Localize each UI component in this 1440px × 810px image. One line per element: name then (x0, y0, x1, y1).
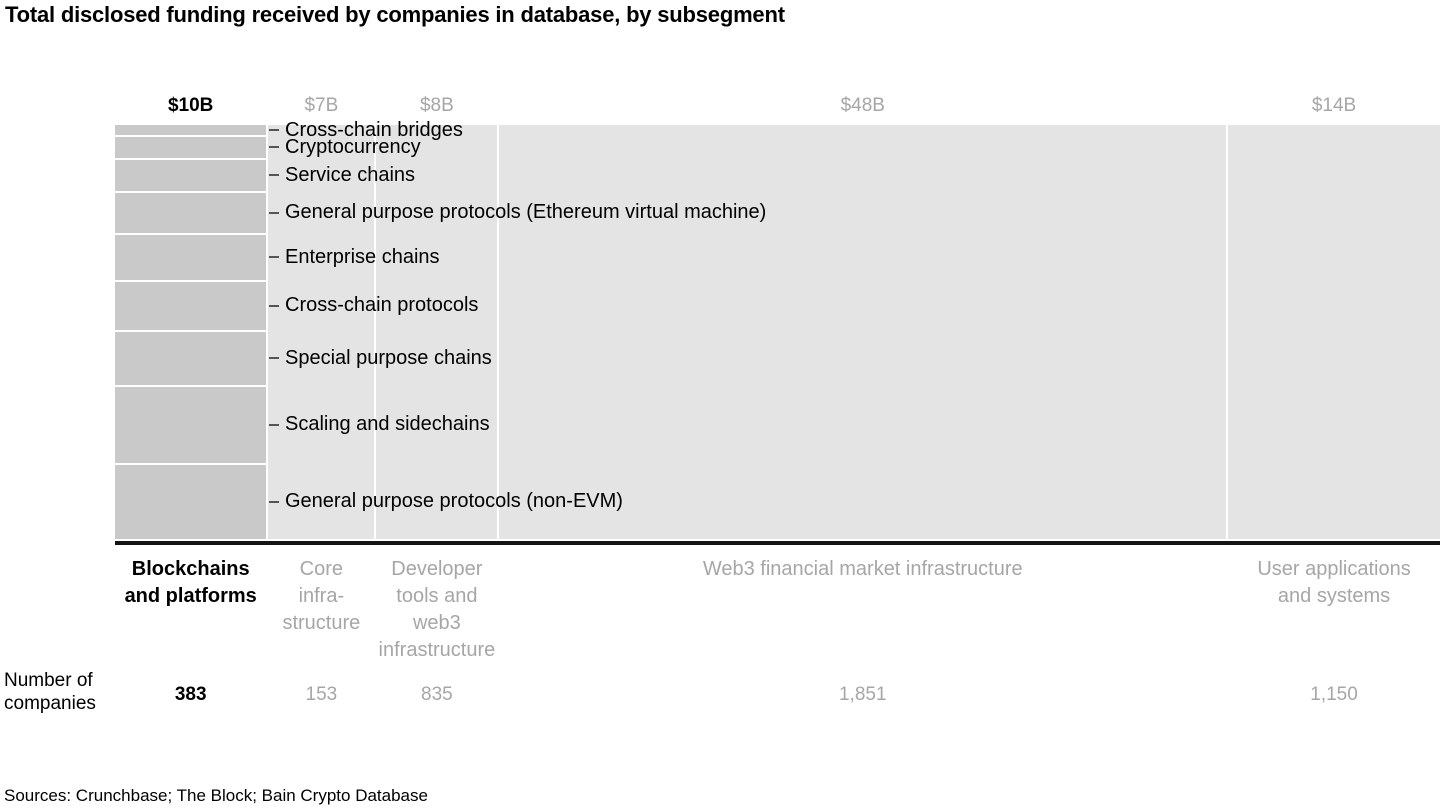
category-label-user-applications-and-systems: User applications and systems (1257, 556, 1410, 610)
segment-cryptocurrency (115, 137, 267, 158)
category-label-line: and systems (1277, 585, 1391, 607)
segment-label-text: Service chains (285, 163, 416, 186)
segment-callout-cross-chain-bridges: Cross-chain bridges (269, 117, 463, 143)
segment-general-purpose-protocols-ethereum-virtual-machine (115, 193, 267, 233)
category-label-line: web3 (412, 612, 461, 634)
segment-label-text: General purpose protocols (non-EVM) (285, 490, 623, 513)
category-label-line: Web3 financial market infrastructure (702, 558, 1023, 580)
segment-tick (269, 357, 279, 360)
sources-note: Sources: Crunchbase; The Block; Bain Cry… (4, 786, 428, 805)
segment-label-text: General purpose protocols (Ethereum virt… (285, 201, 767, 224)
segment-callout-service-chains: Service chains (269, 162, 415, 188)
companies-count-developer-tools-and-web3-infrastructure: 835 (421, 684, 453, 705)
companies-count-core-infrastructure: 153 (305, 684, 338, 705)
segment-tick (269, 211, 279, 214)
category-label-blockchains-and-platforms: Blockchains and platforms (125, 556, 257, 610)
segment-cross-chain-protocols (115, 281, 267, 330)
companies-row-label-line1: Number of (4, 670, 93, 691)
chart-baseline (115, 541, 1440, 545)
category-label-line: and platforms (124, 585, 257, 607)
segment-label-text: Cryptocurrency (285, 135, 421, 158)
segment-tick (269, 500, 279, 503)
category-label-core-infrastructure: Core infra-structure (282, 556, 360, 637)
segment-callout-cross-chain-protocols: Cross-chain protocols (269, 293, 478, 319)
category-label-line: infra- (298, 585, 345, 607)
segment-callout-cryptocurrency: Cryptocurrency (269, 134, 421, 160)
segment-tick (269, 174, 279, 177)
segment-tick (269, 256, 279, 259)
companies-row-label-line2: companies (4, 693, 96, 714)
segment-scaling-and-sidechains (115, 386, 267, 463)
category-label-line: Core (299, 558, 344, 580)
segment-label-text: Special purpose chains (285, 346, 492, 369)
segment-cross-chain-bridges (115, 125, 267, 136)
funding-total-web3-financial-market-infrastructure: $48B (840, 95, 885, 116)
segment-tick (269, 146, 279, 149)
category-label-line: Developer (391, 558, 483, 580)
column-web3-financial-market-infrastructure (499, 125, 1227, 539)
column-blockchains-and-platforms (115, 125, 267, 539)
funding-total-user-applications-and-systems: $14B (1311, 95, 1357, 116)
segment-tick (269, 129, 279, 132)
category-label-line: infrastructure (378, 639, 496, 661)
companies-count-web3-financial-market-infrastructure: 1,851 (838, 684, 887, 705)
page-title: Total disclosed funding received by comp… (5, 2, 785, 27)
segment-callout-general-purpose-protocols-ethereum-virtual-machine: General purpose protocols (Ethereum virt… (269, 200, 766, 226)
category-label-developer-tools-and-web3-infrastructure: Developer tools and web3 infrastructure (379, 556, 496, 664)
segment-callout-general-purpose-protocols-non-evm: General purpose protocols (non-EVM) (269, 489, 623, 515)
column-developer-tools-and-web3-infrastructure (376, 125, 498, 539)
segment-general-purpose-protocols-non-evm (115, 464, 267, 539)
companies-row-label: Number of companies (4, 669, 96, 715)
funding-total-blockchains-and-platforms: $10B (167, 95, 214, 116)
companies-count-blockchains-and-platforms: 383 (174, 684, 207, 705)
companies-count-user-applications-and-systems: 1,150 (1310, 684, 1358, 705)
funding-total-developer-tools-and-web3-infrastructure: $8B (419, 95, 454, 116)
segment-enterprise-chains (115, 234, 267, 280)
segment-callout-special-purpose-chains: Special purpose chains (269, 345, 492, 371)
segment-callout-scaling-and-sidechains: Scaling and sidechains (269, 412, 490, 438)
segment-label-text: Cross-chain bridges (285, 118, 463, 141)
segment-service-chains (115, 159, 267, 192)
segment-callout-enterprise-chains: Enterprise chains (269, 244, 440, 270)
category-label-web3-financial-market-infrastructure: Web3 financial market infrastructure (703, 556, 1023, 583)
category-label-line: User applications (1257, 558, 1411, 580)
segment-tick (269, 304, 279, 307)
column-user-applications-and-systems (1228, 125, 1440, 539)
segment-tick (269, 423, 279, 426)
category-label-line: structure (282, 612, 361, 634)
column-core-infrastructure (268, 125, 375, 539)
segment-special-purpose-chains (115, 332, 267, 385)
segment-label-text: Scaling and sidechains (285, 413, 490, 436)
category-label-line: tools and (396, 585, 478, 607)
category-label-line: Blockchains (131, 558, 250, 580)
segment-label-text: Cross-chain protocols (285, 294, 479, 317)
segment-label-text: Enterprise chains (285, 245, 440, 268)
funding-total-core-infrastructure: $7B (304, 95, 339, 116)
